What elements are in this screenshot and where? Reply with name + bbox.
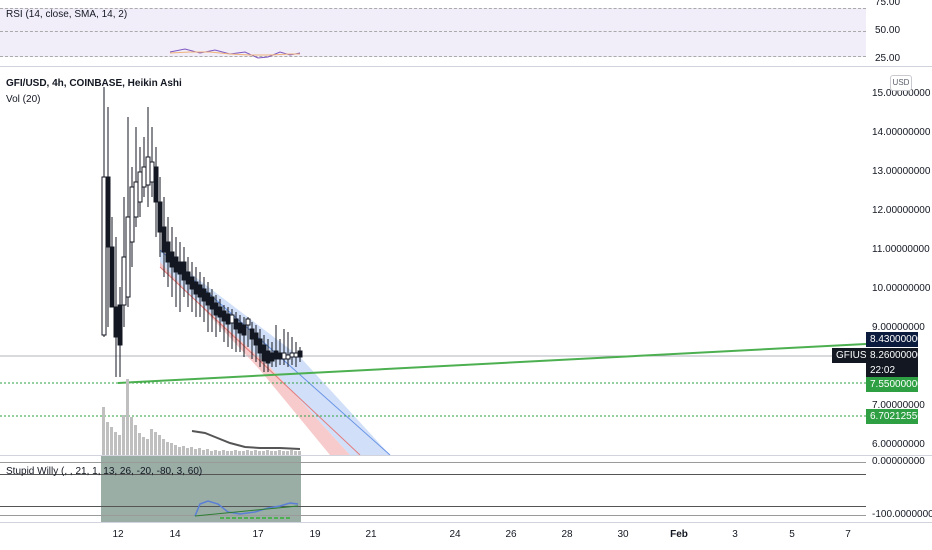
price-axis-label: 13.00000000	[872, 166, 931, 177]
volume-bars	[102, 379, 301, 455]
time-tick: 3	[732, 529, 738, 540]
oscillator-level-bottom	[0, 506, 866, 507]
oscillator-axis-label: -100.00000000	[872, 509, 932, 520]
trendline	[117, 343, 866, 384]
oscillator-title[interactable]: Stupid Willy (, , 21, 1, 13, 26, -20, -8…	[6, 466, 203, 477]
time-tick: 24	[449, 529, 461, 540]
rsi-line	[169, 48, 301, 59]
countdown-tag: 22:02	[866, 363, 918, 378]
volume-title[interactable]: Vol (20)	[6, 94, 41, 105]
volume-ma-line	[191, 430, 301, 450]
rsi-band	[0, 8, 866, 57]
pane-separator[interactable]	[0, 66, 932, 67]
level-price-tag-1: 7.55000000	[866, 377, 923, 392]
price-chart	[0, 87, 866, 455]
time-tick: 7	[845, 529, 851, 540]
rsi-midline	[0, 31, 866, 32]
time-tick: 17	[252, 529, 264, 540]
price-pane[interactable]: GFI/USD, 4h, COINBASE, Heikin Ashi Vol (…	[0, 67, 866, 455]
oscillator-level-100	[0, 515, 866, 516]
price-axis-label: 14.00000000	[872, 127, 931, 138]
candle-bodies	[101, 156, 303, 364]
oscillator-highlight	[101, 456, 301, 522]
time-axis-separator	[0, 522, 932, 523]
oscillator-lines	[194, 500, 299, 519]
time-axis[interactable]: 12 14 17 19 21 24 26 28 30 Feb 3 5 7	[0, 523, 866, 550]
time-tick: 21	[365, 529, 377, 540]
last-price-tag: 8.26000000	[866, 348, 923, 363]
symbol-tag: GFIUSD	[832, 348, 874, 363]
price-axis-label: 11.00000000	[872, 244, 930, 255]
rsi-axis-label: 75.00	[875, 0, 901, 8]
time-tick: 12	[112, 529, 124, 540]
currency-button[interactable]: USD	[890, 75, 912, 91]
price-axis-label: 15.00000000	[872, 88, 931, 99]
channel-lower-fill	[160, 250, 350, 455]
time-tick: Feb	[670, 529, 688, 540]
time-tick: 5	[789, 529, 795, 540]
rsi-axis: 75.00 50.00 25.00	[866, 0, 932, 65]
rsi-pane[interactable]: RSI (14, close, SMA, 14, 2)	[0, 0, 866, 65]
time-tick: 30	[617, 529, 629, 540]
oscillator-axis: 0.00000000 -100.00000000	[866, 456, 932, 522]
price-axis-label: 10.00000000	[872, 283, 931, 294]
price-axis-label: 7.00000000	[872, 400, 925, 411]
price-axis-label: 12.00000000	[872, 205, 931, 216]
price-axis[interactable]: 15.00000000 14.00000000 13.00000000 12.0…	[866, 67, 932, 455]
price-axis-label: 9.00000000	[872, 322, 925, 333]
oscillator-pane[interactable]: Stupid Willy (, , 21, 1, 13, 26, -20, -8…	[0, 456, 866, 522]
time-tick: 28	[561, 529, 573, 540]
time-tick: 14	[169, 529, 181, 540]
level-price-tag-2: 6.70212556	[866, 409, 923, 424]
rsi-title: RSI (14, close, SMA, 14, 2)	[6, 9, 128, 20]
trendline-price-tag: 8.43000000	[866, 332, 923, 347]
symbol-title[interactable]: GFI/USD, 4h, COINBASE, Heikin Ashi	[6, 78, 182, 89]
rsi-axis-label: 50.00	[875, 25, 901, 36]
time-tick: 26	[505, 529, 517, 540]
price-axis-label: 6.00000000	[872, 439, 925, 450]
oscillator-level-0	[0, 462, 866, 463]
pane-separator[interactable]	[0, 455, 932, 456]
rsi-axis-label: 25.00	[875, 53, 901, 64]
oscillator-level-top	[0, 474, 866, 475]
time-tick: 19	[309, 529, 321, 540]
oscillator-axis-label: 0.00000000	[872, 456, 925, 467]
